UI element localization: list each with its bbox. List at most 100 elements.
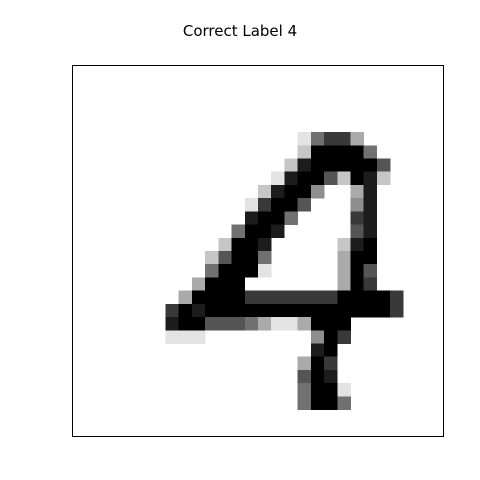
pixel <box>363 251 378 265</box>
pixel <box>337 303 351 318</box>
pixel <box>350 145 364 159</box>
figure-title: Correct Label 4 <box>182 22 298 40</box>
pixel <box>310 356 325 371</box>
pixel <box>350 264 364 278</box>
pixel <box>231 264 246 278</box>
pixel <box>297 383 312 397</box>
pixel <box>244 290 259 305</box>
pixel <box>324 290 338 305</box>
pixel <box>258 290 272 305</box>
pixel <box>191 277 206 291</box>
pixel <box>231 224 246 239</box>
pixel <box>324 171 338 186</box>
pixel <box>376 303 391 318</box>
pixel <box>284 303 298 318</box>
pixel <box>271 184 285 199</box>
pixel <box>231 317 246 331</box>
pixel <box>310 290 325 305</box>
pixel <box>178 317 193 331</box>
pixel <box>310 145 325 159</box>
pixel <box>310 343 325 357</box>
pixel <box>271 317 285 331</box>
pixel <box>271 171 285 186</box>
pixel <box>258 264 272 278</box>
digit-image <box>165 132 404 410</box>
pixel <box>297 198 312 212</box>
pixel <box>310 132 325 146</box>
pixel <box>350 171 364 186</box>
pixel <box>178 290 193 305</box>
pixel <box>337 132 351 146</box>
pixel <box>165 317 179 331</box>
pixel <box>231 237 246 252</box>
pixel <box>258 198 272 212</box>
pixel <box>337 277 351 291</box>
pixel <box>350 224 364 239</box>
pixel <box>244 303 259 318</box>
pixel <box>337 145 351 159</box>
pixel <box>191 317 206 331</box>
pixel <box>310 158 325 172</box>
pixel <box>337 264 351 278</box>
pixel <box>324 330 338 344</box>
pixel <box>310 330 325 344</box>
pixel <box>218 251 232 265</box>
pixel <box>191 330 206 344</box>
pixel <box>284 211 298 225</box>
pixel <box>337 383 351 397</box>
pixel <box>324 145 338 159</box>
pixel <box>205 277 219 291</box>
pixel <box>376 171 391 186</box>
pixel <box>218 317 232 331</box>
pixel <box>363 237 378 252</box>
pixel <box>350 251 364 265</box>
pixel <box>350 277 364 291</box>
pixel <box>244 264 259 278</box>
pixel <box>205 303 219 318</box>
pixel <box>244 224 259 239</box>
pixel <box>363 171 378 186</box>
pixel <box>337 330 351 344</box>
pixel <box>205 317 219 331</box>
pixel <box>258 184 272 199</box>
pixel <box>324 369 338 384</box>
pixel <box>218 303 232 318</box>
pixel <box>324 356 338 371</box>
pixel <box>258 317 272 331</box>
pixel <box>165 303 179 318</box>
pixel <box>337 158 351 172</box>
pixel <box>297 158 312 172</box>
pixel <box>350 237 364 252</box>
pixel <box>297 171 312 186</box>
pixel <box>271 303 285 318</box>
pixel <box>337 290 351 305</box>
pixel <box>363 277 378 291</box>
pixel <box>231 303 246 318</box>
pixel <box>350 211 364 225</box>
pixel <box>271 224 285 239</box>
pixel <box>310 369 325 384</box>
pixel <box>284 198 298 212</box>
pixel <box>244 211 259 225</box>
pixel <box>337 317 351 331</box>
image-frame <box>72 65 444 437</box>
pixel <box>324 396 338 410</box>
pixel <box>337 251 351 265</box>
pixel <box>284 158 298 172</box>
pixel <box>284 317 298 331</box>
pixel <box>231 290 246 305</box>
pixel <box>297 396 312 410</box>
pixel <box>258 251 272 265</box>
pixel <box>324 343 338 357</box>
pixel <box>363 264 378 278</box>
pixel <box>310 184 325 199</box>
pixel <box>205 251 219 265</box>
pixel <box>258 224 272 239</box>
pixel <box>297 317 312 331</box>
pixel <box>376 158 391 172</box>
pixel <box>324 317 338 331</box>
pixel <box>324 303 338 318</box>
pixel <box>310 171 325 186</box>
pixel <box>297 356 312 371</box>
pixel <box>337 396 351 410</box>
